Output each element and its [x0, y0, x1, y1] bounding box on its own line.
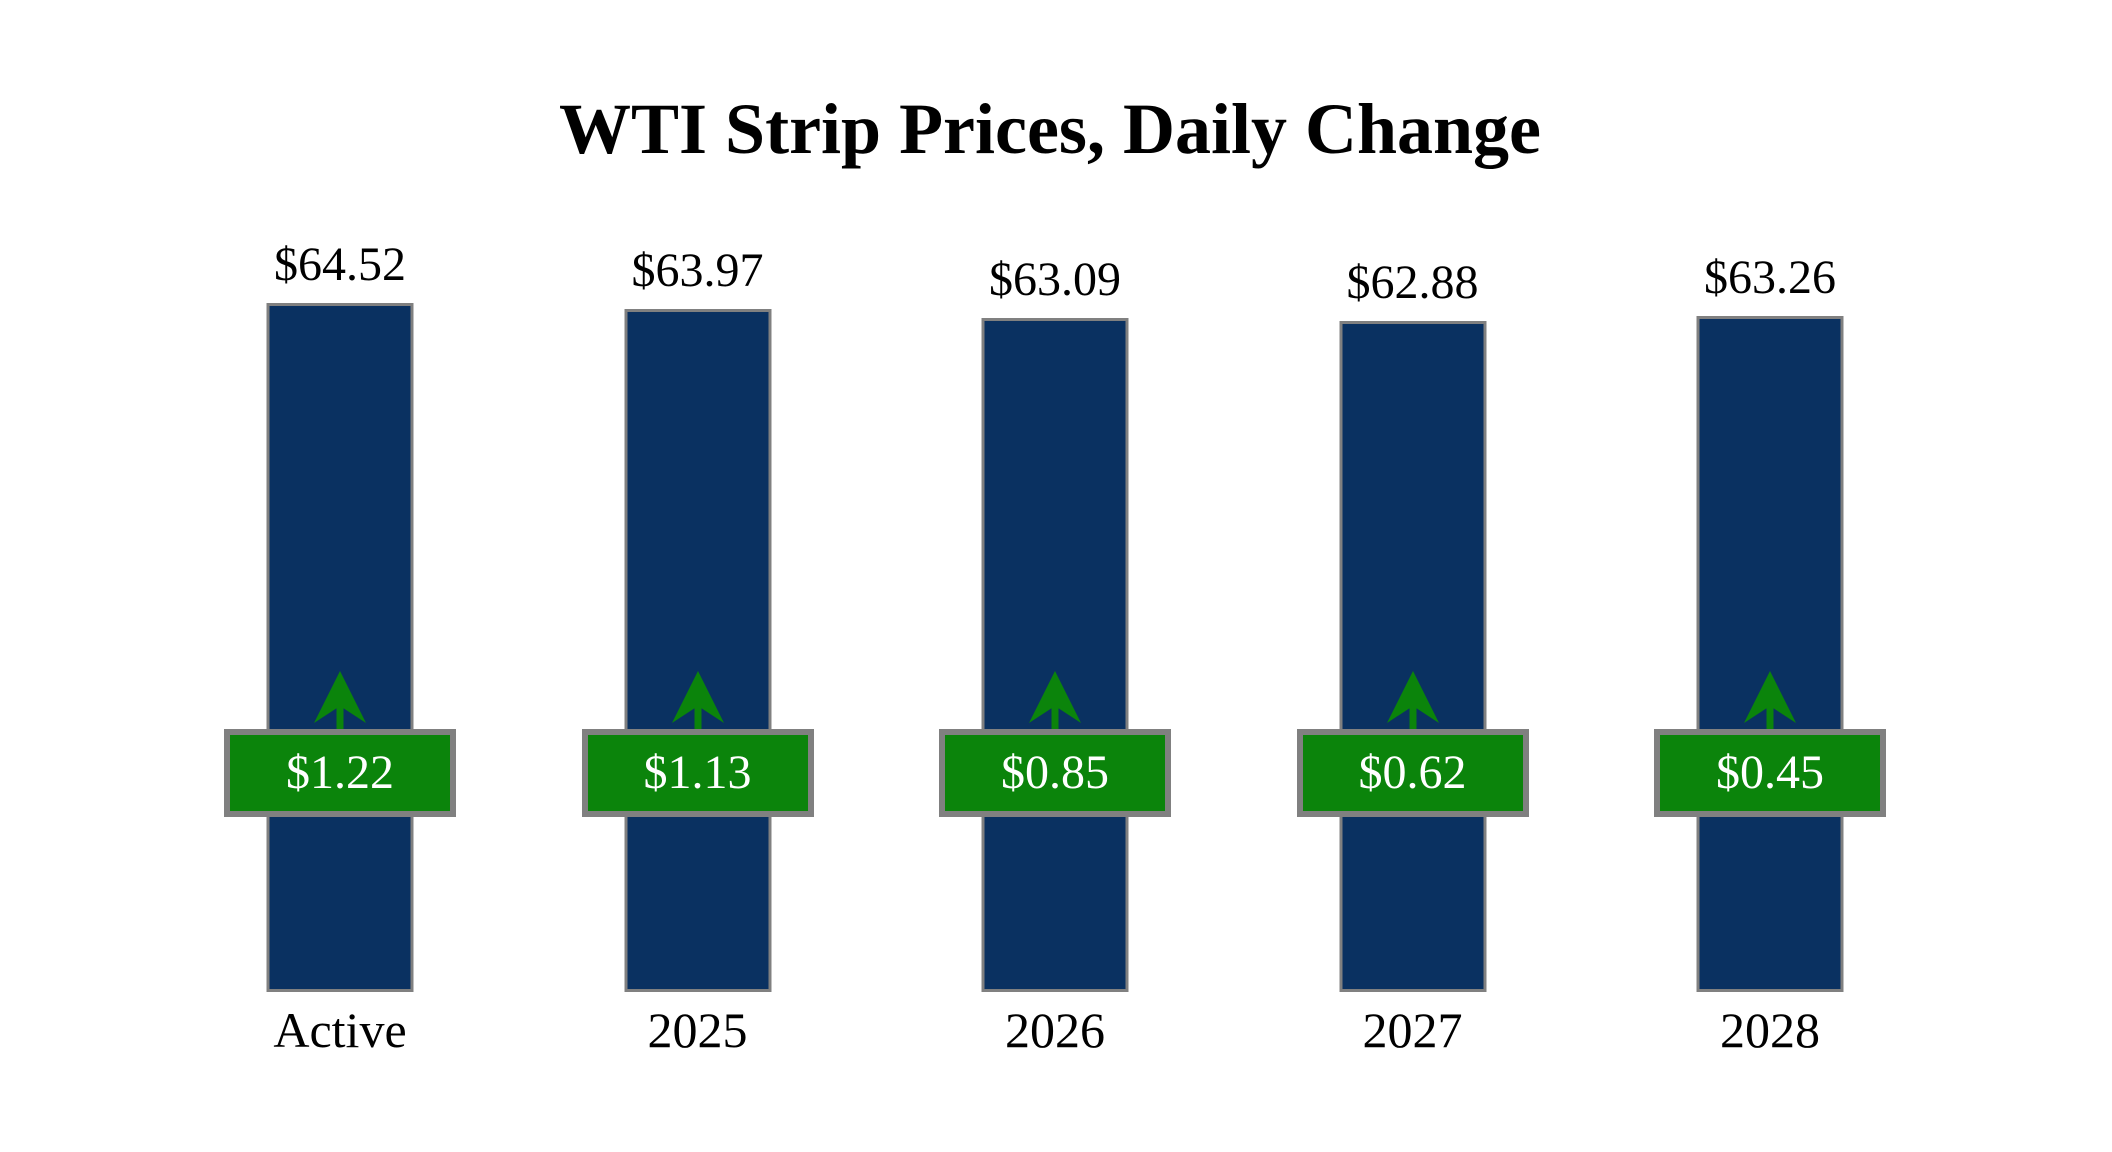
- price-label: $63.97: [631, 244, 764, 297]
- price-bar: [266, 303, 414, 992]
- daily-change-badge: $1.13: [581, 729, 814, 817]
- daily-change-badge: $1.22: [224, 729, 456, 817]
- category-label: 2025: [647, 1002, 748, 1058]
- price-bar: [624, 309, 771, 992]
- up-arrow-icon: [1029, 671, 1081, 731]
- price-label: $63.09: [989, 253, 1121, 306]
- up-arrow-icon: [1744, 671, 1796, 731]
- up-arrow-icon: [314, 671, 366, 731]
- price-label: $62.88: [1346, 256, 1479, 309]
- daily-change-value: $1.22: [286, 746, 394, 799]
- daily-change-badge: $0.85: [939, 729, 1171, 817]
- up-arrow-icon: [671, 671, 724, 731]
- price-bar: [981, 318, 1129, 992]
- price-label: $64.52: [274, 238, 406, 291]
- chart-title: WTI Strip Prices, Daily Change: [559, 89, 1541, 169]
- daily-change-badge: $0.62: [1296, 729, 1529, 817]
- daily-change-value: $0.62: [1358, 746, 1467, 799]
- category-label: Active: [273, 1002, 407, 1058]
- daily-change-badge: $0.45: [1654, 729, 1886, 817]
- daily-change-value: $1.13: [643, 746, 752, 799]
- category-label: 2027: [1362, 1002, 1463, 1058]
- daily-change-value: $0.85: [1001, 746, 1109, 799]
- category-label: 2026: [1005, 1002, 1105, 1058]
- price-label: $63.26: [1704, 251, 1836, 304]
- category-label: 2028: [1720, 1002, 1820, 1058]
- daily-change-value: $0.45: [1716, 746, 1824, 799]
- price-bar: [1339, 321, 1486, 992]
- price-bar: [1696, 316, 1844, 992]
- up-arrow-icon: [1386, 671, 1439, 731]
